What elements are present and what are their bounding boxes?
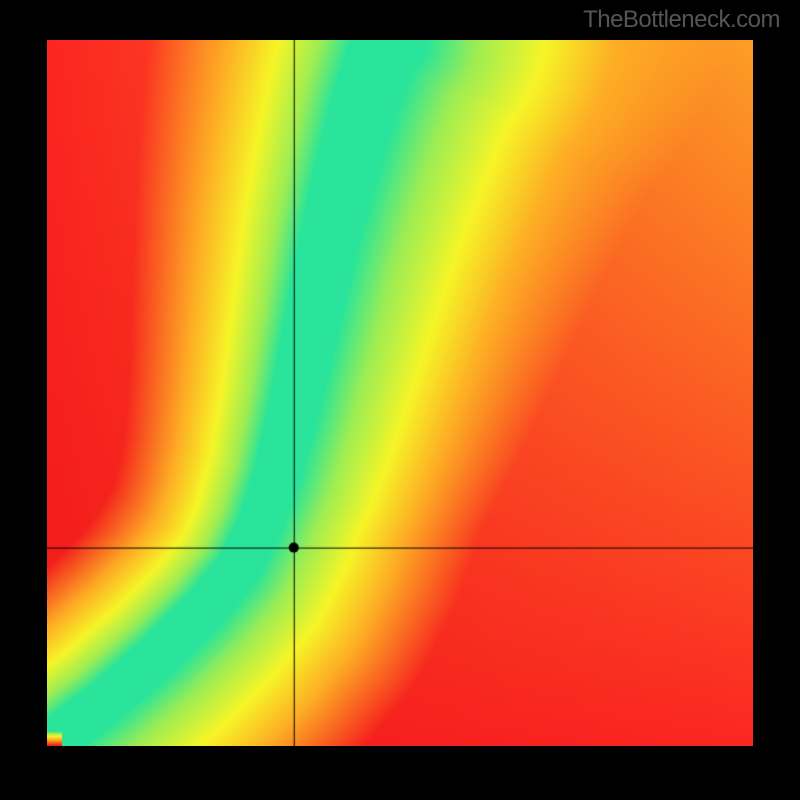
watermark-text: TheBottleneck.com: [583, 6, 780, 34]
chart-container: TheBottleneck.com: [0, 0, 800, 800]
bottleneck-heatmap: [47, 40, 753, 746]
